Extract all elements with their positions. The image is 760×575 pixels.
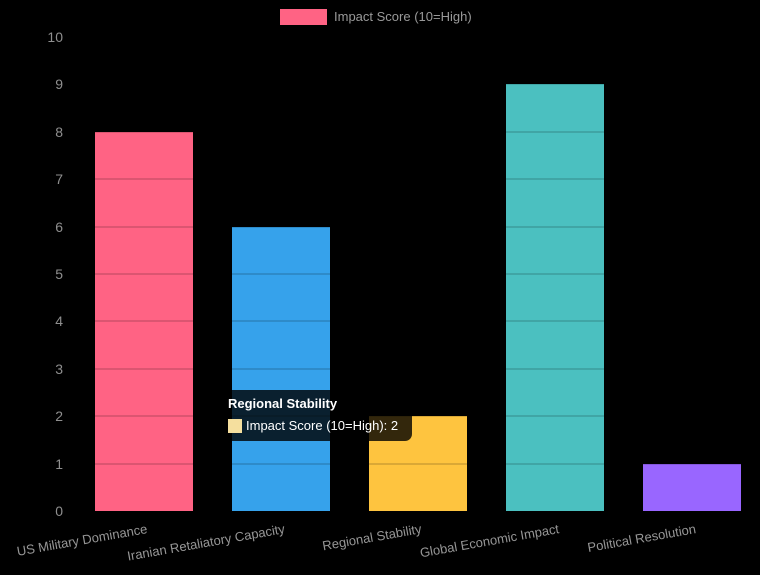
legend-label: Impact Score (10=High) [334, 9, 472, 24]
y-tick-label: 1 [55, 455, 63, 472]
gridline [70, 273, 760, 275]
gridline [70, 320, 760, 323]
y-tick-label: 8 [55, 123, 63, 140]
legend-item[interactable]: Impact Score (10=High) [280, 9, 472, 25]
y-tick-label: 9 [55, 76, 63, 93]
gridline [70, 36, 760, 38]
y-tick-label: 3 [55, 360, 63, 377]
gridline [70, 83, 760, 86]
bar-us-military-dominance[interactable] [94, 131, 193, 511]
y-tick-label: 0 [55, 503, 63, 519]
bar-political-resolution[interactable] [642, 463, 741, 511]
x-axis-label: Global Economic Impact [418, 521, 560, 561]
y-tick-label: 5 [55, 266, 63, 282]
gridline [70, 367, 760, 370]
tooltip-body: Impact Score (10=High): 2 [228, 418, 403, 434]
x-axis-label: Iranian Retaliatory Capacity [125, 521, 286, 564]
y-tick-label: 2 [55, 408, 63, 425]
tooltip-color-swatch-icon [228, 419, 242, 433]
x-axis-label: Regional Stability [321, 521, 423, 554]
gridline [70, 462, 760, 465]
y-tick-label: 10 [47, 29, 63, 45]
tooltip-body-text: Impact Score (10=High): 2 [246, 418, 399, 433]
gridline [70, 225, 760, 228]
legend-swatch-icon [280, 9, 327, 25]
y-tick-label: 7 [55, 171, 63, 188]
gridline [70, 178, 760, 181]
y-tick-label: 6 [55, 218, 63, 235]
y-tick-label: 4 [55, 313, 63, 330]
tooltip-title: Regional Stability [228, 396, 338, 411]
bar-iranian-retaliatory-capacity[interactable] [231, 226, 330, 511]
gridline [70, 415, 760, 418]
gridline [70, 130, 760, 133]
x-axis-label: Political Resolution [585, 521, 697, 555]
tooltip: Regional Stability Impact Score (10=High… [219, 390, 412, 441]
bar-global-economic-impact[interactable] [505, 84, 604, 511]
